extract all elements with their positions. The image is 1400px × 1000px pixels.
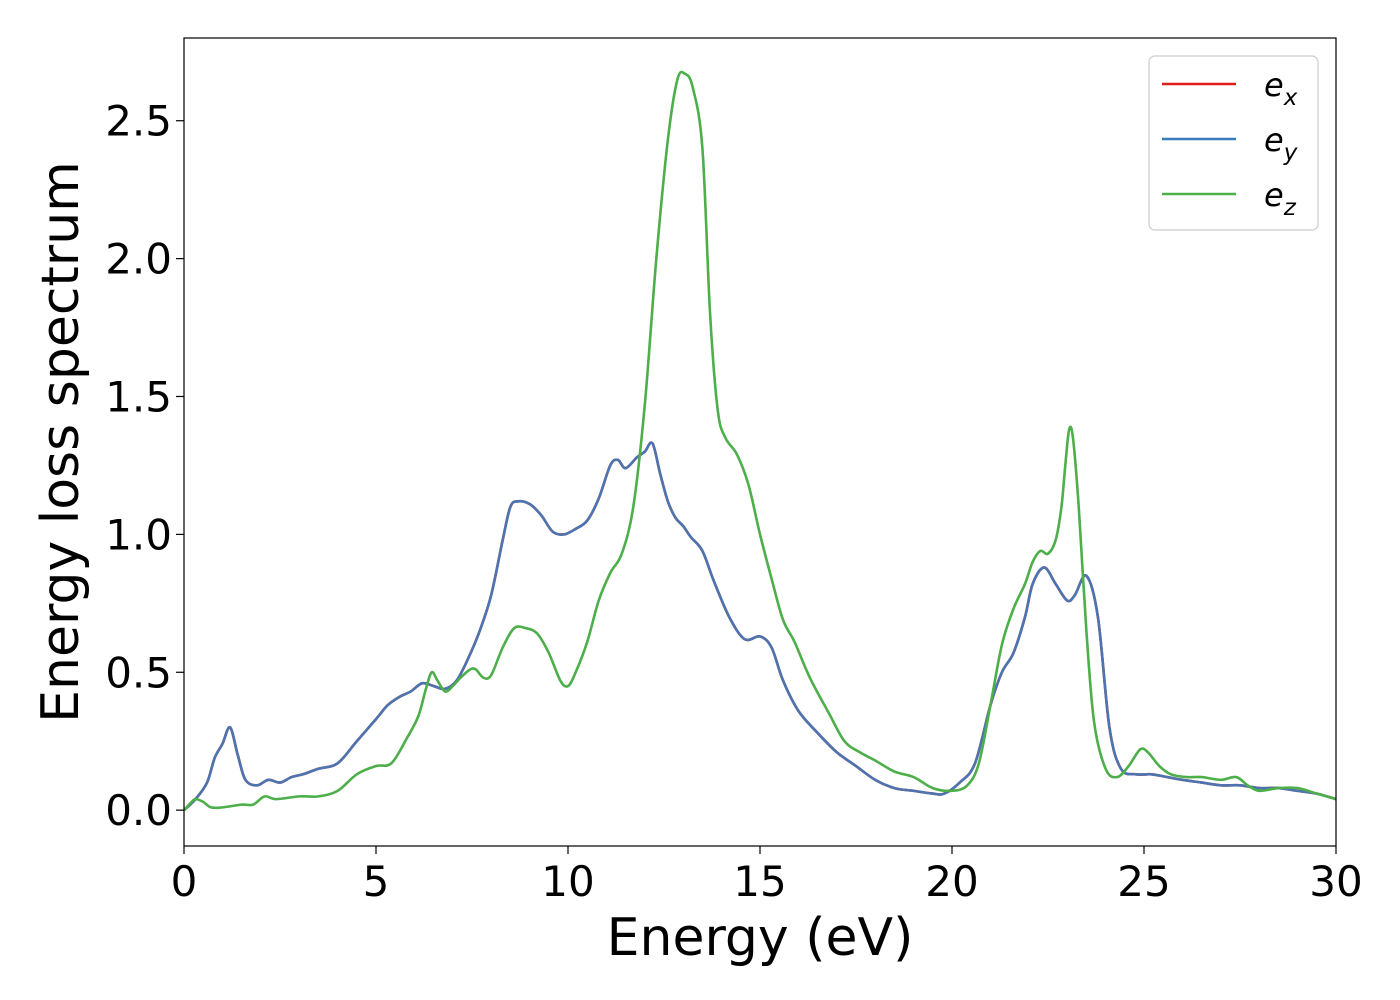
series-layer [184, 70, 1336, 812]
x-tick-label: 25 [1117, 857, 1170, 906]
series-line-2 [184, 441, 1336, 812]
legend-label: ey [1264, 121, 1298, 166]
series-line-3 [184, 70, 1336, 812]
y-tick-label: 2.5 [105, 97, 172, 146]
legend-label: ex [1264, 66, 1298, 111]
x-tick-label: 10 [541, 857, 594, 906]
x-tick-label: 0 [171, 857, 198, 906]
y-tick-label: 0.5 [105, 648, 172, 697]
x-axis-title: Energy (eV) [607, 908, 914, 968]
y-axis-ticks: 0.0 0.5 1.0 1.5 2.0 2.5 [105, 97, 184, 835]
legend: ex ey ez [1148, 55, 1319, 231]
series-line-1 [184, 441, 1336, 812]
x-tick-label: 15 [733, 857, 786, 906]
legend-box [1148, 55, 1319, 231]
x-tick-label: 30 [1309, 857, 1362, 906]
legend-label: ez [1264, 176, 1297, 221]
x-tick-label: 20 [925, 857, 978, 906]
y-axis-title: Energy loss spectrum [31, 161, 91, 723]
y-tick-label: 2.0 [105, 235, 172, 284]
x-axis-ticks: 0 5 10 15 20 25 30 [171, 846, 1363, 906]
y-tick-label: 1.0 [105, 510, 172, 559]
y-tick-label: 0.0 [105, 786, 172, 835]
y-tick-label: 1.5 [105, 372, 172, 421]
x-tick-label: 5 [363, 857, 390, 906]
